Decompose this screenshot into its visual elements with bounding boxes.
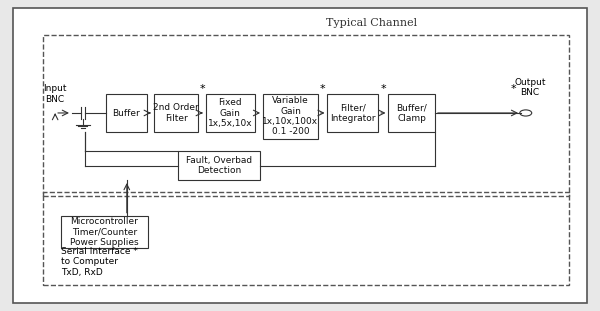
FancyBboxPatch shape — [61, 216, 148, 248]
Text: Buffer/
Clamp: Buffer/ Clamp — [397, 104, 427, 123]
Text: Buffer: Buffer — [112, 109, 140, 118]
FancyBboxPatch shape — [106, 94, 146, 132]
Text: Fault, Overbad
Detection: Fault, Overbad Detection — [186, 156, 252, 175]
FancyBboxPatch shape — [178, 151, 260, 180]
Text: *: * — [199, 84, 205, 94]
Text: *: * — [381, 84, 386, 94]
FancyBboxPatch shape — [263, 94, 318, 138]
Text: Typical Channel: Typical Channel — [326, 18, 417, 28]
Text: Microcontroller
Timer/Counter
Power Supplies: Microcontroller Timer/Counter Power Supp… — [70, 217, 139, 247]
Text: *: * — [511, 84, 517, 94]
Text: Output
BNC: Output BNC — [514, 78, 545, 97]
FancyBboxPatch shape — [154, 94, 199, 132]
FancyBboxPatch shape — [328, 94, 378, 132]
Text: Serial Interface *
to Computer
TxD, RxD: Serial Interface * to Computer TxD, RxD — [61, 247, 139, 277]
FancyBboxPatch shape — [206, 94, 254, 132]
FancyBboxPatch shape — [13, 7, 587, 304]
FancyBboxPatch shape — [388, 94, 435, 132]
Text: 2nd Order
Filter: 2nd Order Filter — [153, 104, 199, 123]
Text: Fixed
Gain
1x,5x,10x: Fixed Gain 1x,5x,10x — [208, 98, 253, 128]
Text: Filter/
Integrator: Filter/ Integrator — [330, 104, 376, 123]
Text: *: * — [320, 84, 326, 94]
Text: Input
BNC: Input BNC — [43, 84, 67, 104]
Text: Variable
Gain
1x,10x,100x
0.1 -200: Variable Gain 1x,10x,100x 0.1 -200 — [262, 96, 319, 136]
